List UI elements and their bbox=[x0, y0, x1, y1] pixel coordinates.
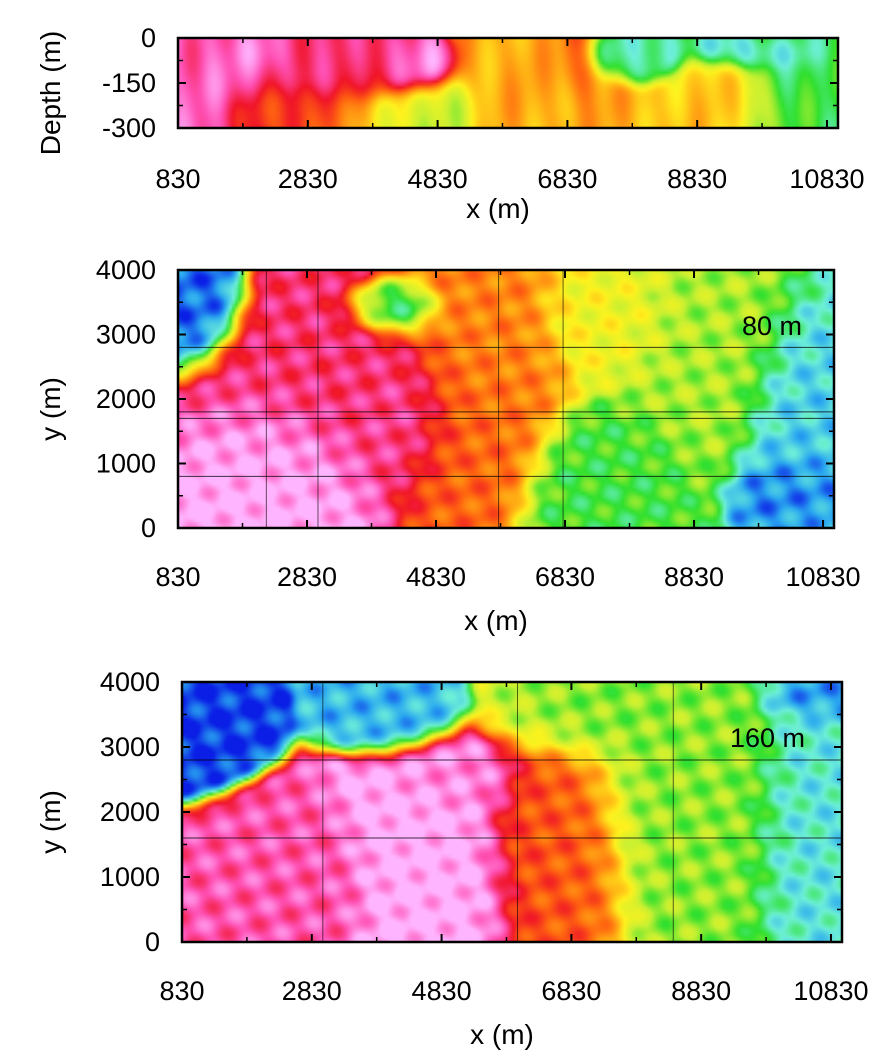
x-axis-label: x (m) bbox=[464, 605, 528, 636]
x-tick-label: 6830 bbox=[541, 976, 601, 1006]
panel-1: 830 2830 4830 6830 8830 10830 0 -150 -300 x (m) De… bbox=[35, 23, 865, 224]
y-tick-label: -150 bbox=[102, 68, 156, 98]
heatmap-image bbox=[178, 270, 834, 528]
x-tick-label: 10830 bbox=[785, 562, 860, 592]
y-axis-label: y (m) bbox=[35, 790, 66, 854]
panel-3: 830 2830 4830 6830 8830 10830 4000 3000 2000 1000… bbox=[35, 667, 869, 1050]
y-axis-label: y (m) bbox=[35, 377, 66, 441]
x-tick-label: 4830 bbox=[408, 164, 468, 194]
y-tick-label: -300 bbox=[102, 113, 156, 143]
x-tick-label: 830 bbox=[155, 164, 200, 194]
x-tick-label: 6830 bbox=[537, 164, 597, 194]
x-tick-label: 8830 bbox=[667, 164, 727, 194]
y-tick-label: 2000 bbox=[100, 797, 160, 827]
heatmap-image bbox=[178, 38, 838, 128]
x-tick-label: 8830 bbox=[671, 976, 731, 1006]
y-tick-label: 1000 bbox=[100, 862, 160, 892]
y-axis-label: Depth (m) bbox=[35, 31, 66, 155]
y-tick-label: 3000 bbox=[96, 320, 156, 350]
y-tick-label: 0 bbox=[145, 927, 160, 957]
depth-annotation: 160 m bbox=[730, 723, 805, 753]
x-tick-label: 830 bbox=[159, 976, 204, 1006]
x-axis-label: x (m) bbox=[470, 1019, 534, 1050]
x-tick-label: 830 bbox=[155, 562, 200, 592]
heatmap-image bbox=[182, 682, 842, 942]
y-tick-label: 0 bbox=[141, 513, 156, 543]
x-tick-label: 8830 bbox=[664, 562, 724, 592]
y-tick-label: 2000 bbox=[96, 384, 156, 414]
x-tick-label: 4830 bbox=[412, 976, 472, 1006]
panel-2: 830 2830 4830 6830 8830 10830 4000 3000 2000 1000… bbox=[35, 255, 861, 636]
y-tick-label: 4000 bbox=[96, 255, 156, 285]
y-tick-label: 4000 bbox=[100, 667, 160, 697]
y-tick-label: 0 bbox=[141, 23, 156, 53]
y-tick-label: 3000 bbox=[100, 732, 160, 762]
x-tick-label: 2830 bbox=[282, 976, 342, 1006]
x-tick-label: 2830 bbox=[278, 164, 338, 194]
depth-annotation: 80 m bbox=[742, 311, 802, 341]
x-axis-label: x (m) bbox=[466, 193, 530, 224]
x-tick-label: 10830 bbox=[789, 164, 864, 194]
x-tick-label: 6830 bbox=[535, 562, 595, 592]
x-tick-label: 2830 bbox=[277, 562, 337, 592]
x-tick-label: 4830 bbox=[406, 562, 466, 592]
x-tick-label: 10830 bbox=[793, 976, 868, 1006]
y-tick-label: 1000 bbox=[96, 449, 156, 479]
